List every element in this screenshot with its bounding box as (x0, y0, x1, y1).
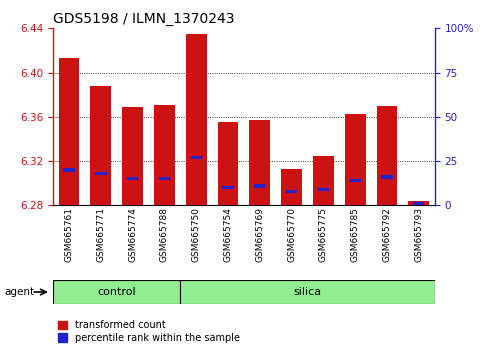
Bar (345, 114, 366, 205)
Bar (95, 172, 107, 175)
Bar (318, 188, 329, 191)
Bar (190, 156, 202, 159)
Text: silica: silica (294, 287, 322, 297)
Bar (222, 186, 234, 189)
Text: control: control (98, 287, 136, 297)
Text: GDS5198 / ILMN_1370243: GDS5198 / ILMN_1370243 (53, 12, 235, 26)
Bar (350, 179, 361, 182)
Bar (413, 202, 425, 205)
Bar (218, 122, 238, 205)
Bar (90, 86, 111, 205)
Bar (377, 106, 398, 205)
Bar (180, 280, 435, 304)
Bar (159, 177, 170, 181)
Bar (53, 280, 180, 304)
Bar (127, 177, 138, 181)
Bar (381, 175, 393, 179)
Bar (250, 120, 270, 205)
Bar (409, 201, 429, 205)
Bar (313, 155, 334, 205)
Legend: transformed count, percentile rank within the sample: transformed count, percentile rank withi… (58, 320, 240, 343)
Bar (154, 105, 175, 205)
Bar (59, 58, 79, 205)
Bar (281, 169, 302, 205)
Bar (254, 184, 266, 188)
Bar (63, 168, 75, 172)
Bar (122, 107, 143, 205)
Text: agent: agent (5, 287, 35, 297)
Bar (286, 189, 298, 193)
Bar (186, 34, 207, 205)
